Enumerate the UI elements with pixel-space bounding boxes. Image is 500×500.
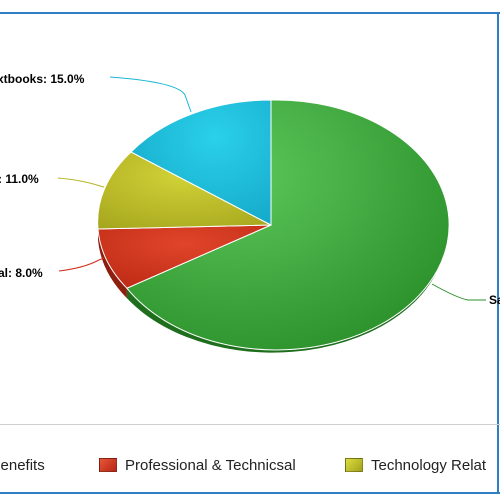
legend-divider [0, 424, 500, 425]
connector-textbooks [109, 76, 192, 113]
legend-item-technology[interactable]: Technology Relat [345, 452, 486, 478]
data-label-textbooks: xtbooks: 15.0% [0, 72, 85, 86]
pie-slice-textbooks[interactable] [130, 99, 272, 226]
chart-frame-right-border [497, 12, 499, 494]
legend-label-professional: Professional & Technicsal [125, 456, 296, 474]
legend-label-technology: Technology Relat [371, 456, 487, 474]
data-labels: xtbooks: 15.0% : 11.0% al: 8.0% Sa [0, 72, 500, 307]
pie-slice-technology[interactable] [97, 151, 272, 230]
connector-technology [57, 177, 105, 188]
pie-slices [97, 99, 450, 351]
legend-label-benefits: e Benefits [0, 456, 45, 474]
connector-professional [58, 257, 105, 272]
pie-slice-salaries[interactable] [126, 99, 450, 351]
legend-swatch-professional [99, 458, 117, 472]
chart-frame-bottom-border [0, 492, 500, 494]
pie-slice-professional[interactable] [97, 224, 272, 289]
connector-salaries [431, 283, 486, 301]
legend-swatch-technology [345, 458, 363, 472]
data-label-professional: al: 8.0% [0, 266, 43, 280]
legend-item-professional[interactable]: Professional & Technicsal [99, 452, 296, 478]
data-label-salaries: Sa [489, 293, 500, 307]
chart-legend: e Benefits Professional & Technicsal Tec… [0, 452, 500, 478]
data-label-technology: : 11.0% [0, 172, 39, 186]
legend-item-benefits[interactable]: e Benefits [0, 452, 45, 478]
chart-frame-top-border [0, 12, 500, 14]
label-connectors [57, 76, 486, 301]
